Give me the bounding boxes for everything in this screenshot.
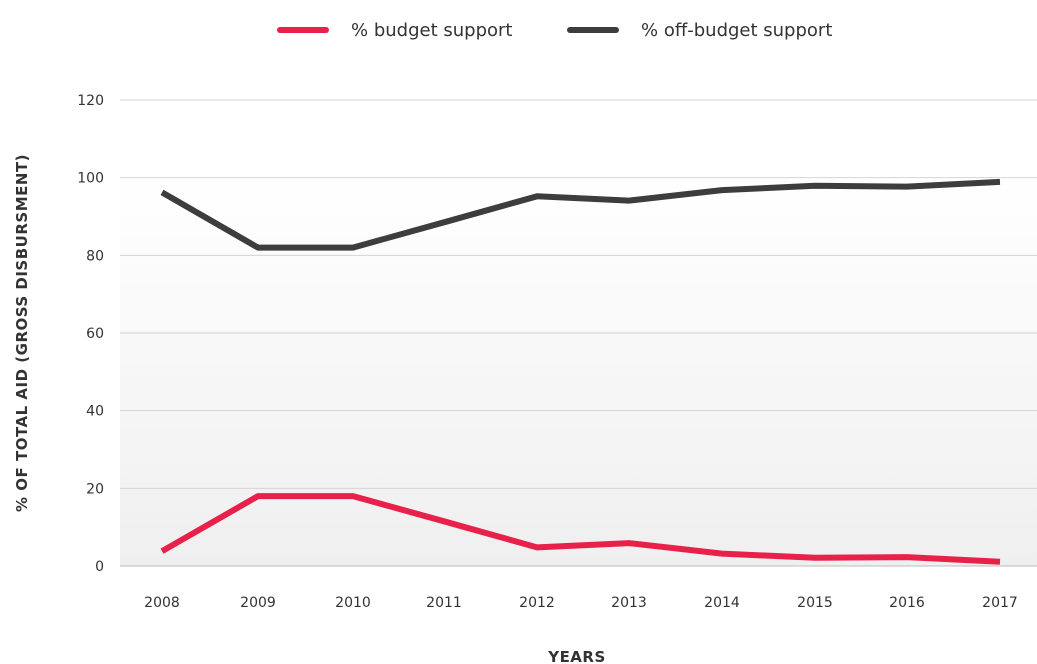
x-tick-label-2009: 2009: [240, 595, 276, 611]
x-tick-label-2013: 2013: [611, 595, 647, 611]
series-line-off-budget-support: [160, 178, 1001, 251]
series-line-budget-support: [160, 493, 1001, 565]
y-tick-label-120: 120: [77, 93, 104, 109]
chart-legend: % budget support % off-budget support: [0, 16, 1037, 44]
y-tick-label-0: 0: [95, 559, 104, 575]
legend-item-off-budget-support: % off-budget support: [567, 16, 832, 44]
y-axis-title: % OF TOTAL AID (GROSS DISBURSMENT): [13, 154, 31, 512]
y-tick-label-20: 20: [86, 481, 104, 497]
x-axis-title: YEARS: [547, 648, 606, 664]
x-tick-label-2015: 2015: [797, 595, 833, 611]
y-tick-label-40: 40: [86, 404, 104, 420]
legend-swatch-budget-support: [277, 27, 329, 33]
legend-swatch-off-budget-support: [567, 27, 619, 33]
x-axis-ticks: 2008 2009 2010 2011 2012 2013 2014 2015 2016 2017: [144, 595, 1018, 611]
x-tick-label-2017: 2017: [982, 595, 1018, 611]
x-tick-label-2016: 2016: [889, 595, 925, 611]
legend-label-off-budget-support: % off-budget support: [641, 19, 833, 41]
x-tick-label-2014: 2014: [704, 595, 740, 611]
plot-background: [120, 177, 1037, 566]
x-tick-label-2011: 2011: [426, 595, 462, 611]
legend-label-budget-support: % budget support: [351, 19, 513, 41]
y-tick-label-60: 60: [86, 326, 104, 342]
series-lines: [160, 178, 1001, 565]
x-tick-label-2010: 2010: [335, 595, 371, 611]
gridlines: [120, 99, 1037, 567]
legend-item-budget-support: % budget support: [277, 16, 512, 44]
x-tick-label-2008: 2008: [144, 595, 180, 611]
y-axis-ticks: 0 20 40 60 80 100 120: [77, 93, 104, 575]
y-tick-label-100: 100: [77, 171, 104, 187]
y-tick-label-80: 80: [86, 248, 104, 264]
x-tick-label-2012: 2012: [519, 595, 555, 611]
